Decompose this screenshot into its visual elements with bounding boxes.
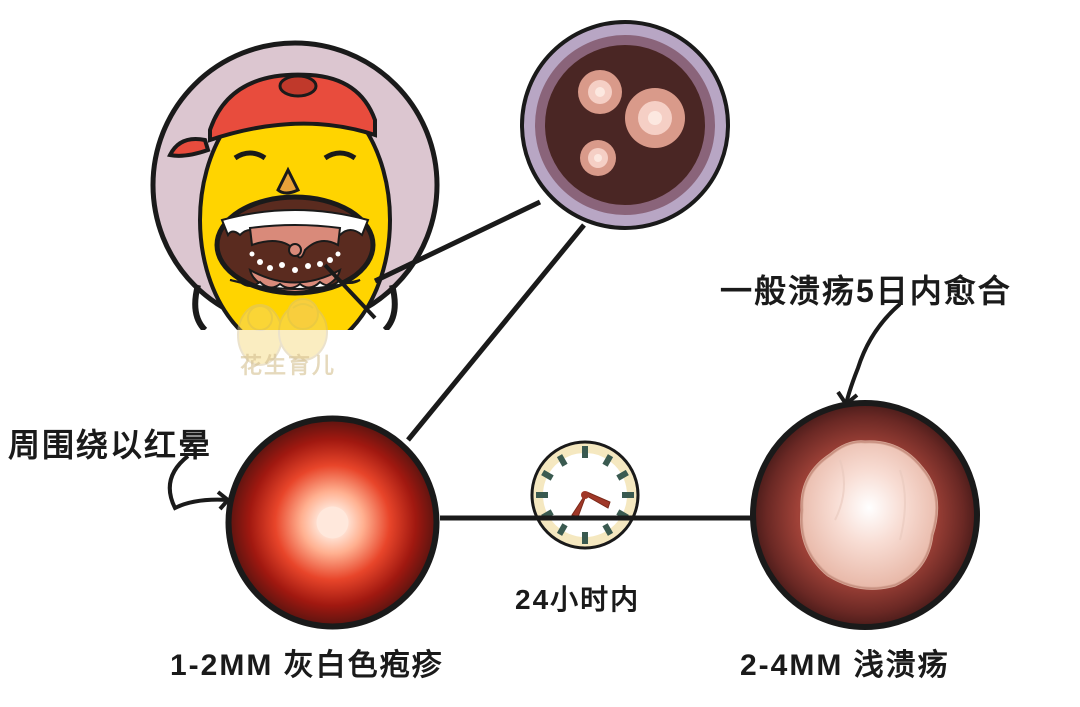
label-24h: 24小时内	[515, 578, 640, 618]
blister-svg	[225, 415, 440, 630]
throat-circle	[520, 20, 730, 230]
watermark-text: 花生育儿	[240, 348, 336, 380]
throat-svg	[520, 20, 730, 230]
label-ulcer-size: 2-4MM 浅溃疡	[740, 640, 950, 684]
character-svg	[150, 40, 440, 330]
label-red-halo: 周围绕以红晕	[8, 420, 212, 466]
ulcer-circle	[750, 400, 980, 630]
character-circle	[150, 40, 440, 330]
label-blister-size: 1-2MM 灰白色疱疹	[170, 640, 444, 684]
label-ulcer-heal: 一般溃疡5日内愈合	[720, 266, 1012, 312]
ulcer-svg	[750, 400, 980, 630]
clock-svg	[530, 440, 640, 550]
clock	[530, 440, 640, 550]
blister-circle	[225, 415, 440, 630]
